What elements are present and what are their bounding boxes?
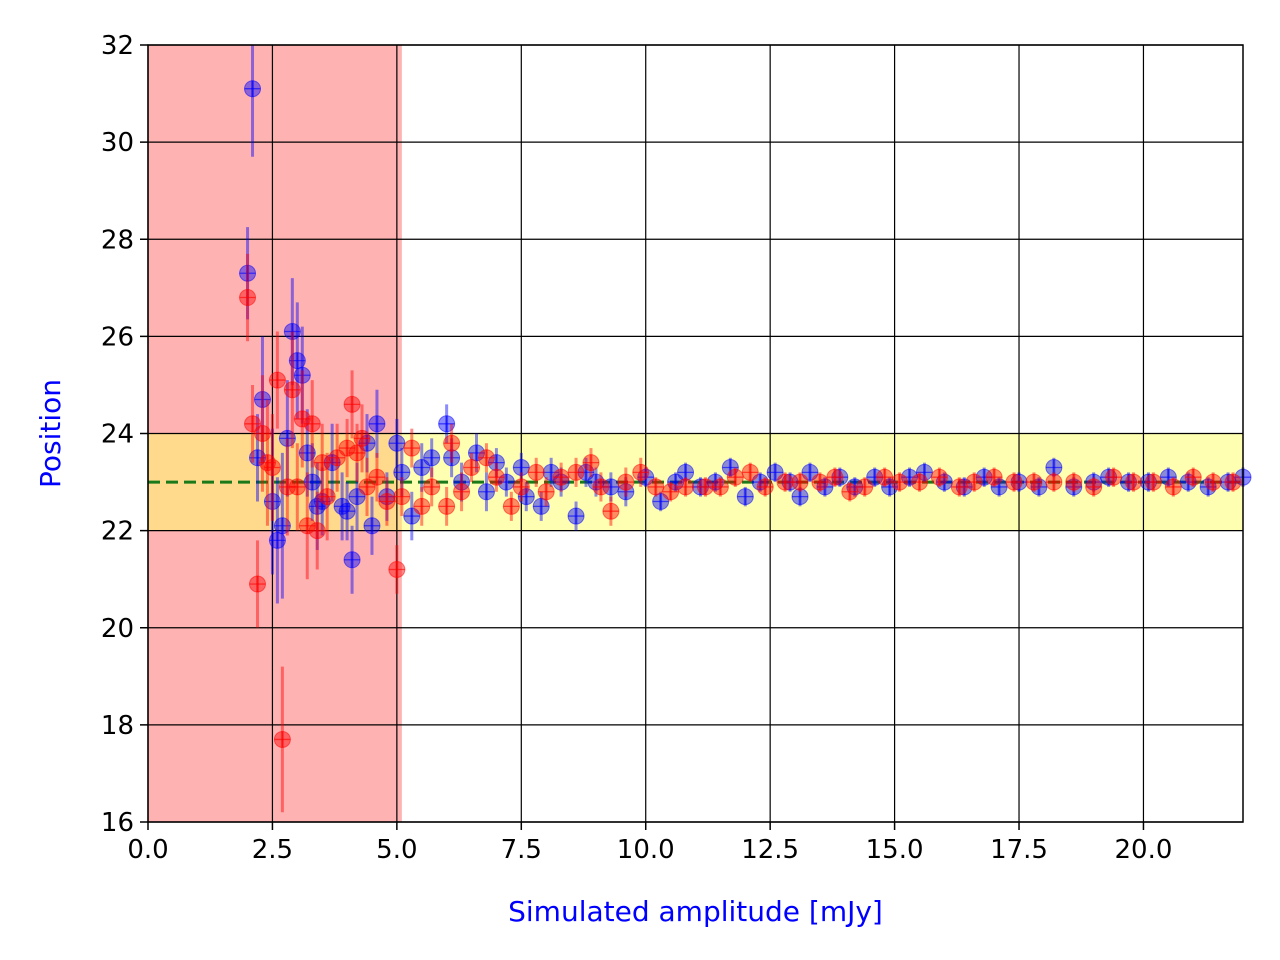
grid-lines (147, 44, 1243, 823)
y-tick-label: 30 (101, 128, 134, 158)
x-tick-label: 15.0 (866, 835, 924, 865)
series-blue (239, 45, 1252, 604)
x-tick-label: 0.0 (127, 835, 168, 865)
y-tick-label: 18 (101, 711, 134, 741)
x-tick-label: 20.0 (1115, 835, 1173, 865)
x-tick-label: 10.0 (617, 835, 675, 865)
y-tick-label: 22 (101, 517, 134, 547)
x-tick-label: 7.5 (501, 835, 542, 865)
y-tick-label: 16 (101, 808, 134, 838)
y-tick-label: 26 (101, 322, 134, 352)
x-tick-label: 2.5 (252, 835, 293, 865)
y-axis-ticks: 16 18 20 22 24 26 28 30 32 (101, 31, 148, 838)
series-red (239, 253, 1242, 813)
x-axis-label: Simulated amplitude [mJy] (508, 895, 883, 928)
y-axis-label: Position (34, 379, 67, 488)
y-tick-label: 28 (101, 225, 134, 255)
y-tick-label: 24 (101, 420, 134, 450)
y-tick-label: 20 (101, 614, 134, 644)
x-tick-label: 17.5 (990, 835, 1048, 865)
data-series (239, 45, 1252, 813)
x-axis-ticks: 0.0 2.5 5.0 7.5 10.0 12.5 15.0 17.5 20.0 (127, 822, 1172, 865)
y-tick-label: 32 (101, 31, 134, 61)
x-tick-label: 12.5 (741, 835, 799, 865)
x-tick-label: 5.0 (376, 835, 417, 865)
